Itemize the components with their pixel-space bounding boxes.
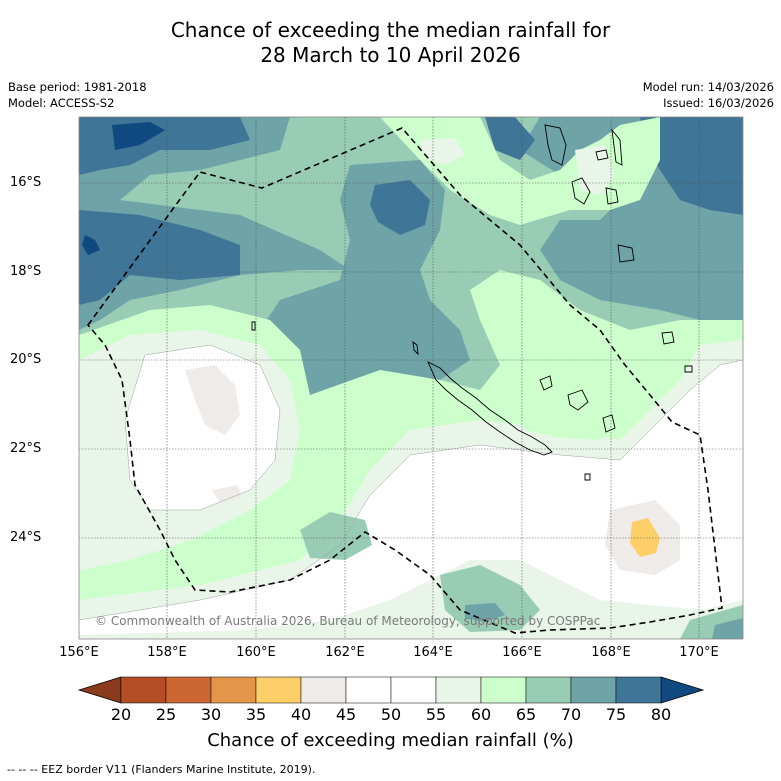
field-45-55-west [125, 345, 280, 510]
model-run: Model run: 14/03/2026 [642, 80, 774, 94]
colorbar-swatch-40 [300, 676, 347, 704]
colorbar-swatch-45 [345, 676, 392, 704]
graticule [79, 117, 743, 639]
lon-label-160e: 160°E [236, 645, 276, 660]
new-caledonia-coast [427, 361, 553, 456]
coastlines [251, 124, 693, 481]
eez-legend-note: -- -- -- EEZ border V11 (Flanders Marine… [7, 763, 316, 776]
loyalty-island-3 [602, 414, 616, 433]
colorbar-tick-60: 60 [470, 705, 492, 724]
base-period: Base period: 1981-2018 [8, 80, 147, 94]
colorbar-swatch-60 [480, 676, 527, 704]
field-over-80-w [82, 235, 100, 255]
small-island-west [251, 321, 256, 331]
vanuatu-tanna [595, 149, 609, 161]
field-40-45-west-small [212, 485, 242, 503]
colorbar-label: Chance of exceeding median rainfall (%) [207, 730, 574, 751]
walpole-island [584, 473, 591, 481]
colorbar-tick-25: 25 [155, 705, 177, 724]
hunter-island [684, 365, 693, 373]
colorbar-swatch-20 [120, 676, 167, 704]
colorbar-tick-40: 40 [290, 705, 312, 724]
title-line-2: 28 March to 10 April 2026 [260, 43, 521, 67]
vanuatu-efate [605, 187, 619, 205]
colorbar-tick-65: 65 [515, 705, 537, 724]
field-45-55-south [79, 360, 743, 635]
loyalty-island-2 [567, 389, 589, 411]
colorbar-over-triangle [660, 676, 705, 704]
vanuatu-erromango [617, 244, 635, 263]
colorbar-tick-70: 70 [560, 705, 582, 724]
lat-label-24s: 24°S [10, 530, 42, 545]
colorbar-tick-50: 50 [380, 705, 402, 724]
colorbar-tick-30: 30 [200, 705, 222, 724]
field-over-80-nw [112, 122, 165, 150]
lat-label-20s: 20°S [10, 352, 42, 367]
colorbar-swatch-55 [435, 676, 482, 704]
lon-label-158e: 158°E [147, 645, 187, 660]
vanuatu-espiritu-santo [544, 124, 567, 166]
colorbar-swatch-30 [210, 676, 257, 704]
model-name: Model: ACCESS-S2 [8, 96, 115, 110]
field-75-80-ne [485, 117, 535, 160]
colorbar-tick-45: 45 [335, 705, 357, 724]
colorbar [77, 676, 705, 704]
lat-label-22s: 22°S [10, 441, 42, 456]
field-65-70-south-1 [300, 512, 372, 560]
vanuatu-pentecost [611, 128, 623, 166]
lon-label-170e: 170°E [679, 645, 719, 660]
colorbar-swatch-35 [255, 676, 302, 704]
lon-label-162e: 162°E [325, 645, 365, 660]
colorbar-tick-20: 20 [110, 705, 132, 724]
field-40-45-west [185, 365, 240, 435]
colorbar-tick-80: 80 [650, 705, 672, 724]
field-60-65-mid-east [520, 400, 620, 440]
lon-label-166e: 166°E [502, 645, 542, 660]
meta-left: Base period: 1981-2018 Model: ACCESS-S2 [8, 79, 147, 111]
meta-right: Model run: 14/03/2026 Issued: 16/03/2026 [643, 79, 774, 111]
copyright-notice: © Commonwealth of Australia 2026, Bureau… [95, 614, 601, 628]
eez-border [86, 127, 723, 634]
vanuatu-malekula [571, 177, 591, 205]
field-70-75-west [79, 117, 350, 330]
field-55-60-ne [420, 138, 465, 165]
map-frame [78, 116, 744, 640]
colorbar-swatch-65 [525, 676, 572, 704]
field-75-80-east [640, 117, 743, 215]
colorbar-under-triangle [77, 676, 122, 704]
matthew-island [661, 331, 675, 345]
map-title: Chance of exceeding the median rainfall … [0, 18, 781, 68]
field-35-40-east [630, 518, 660, 557]
field-75-80-center [370, 180, 430, 235]
probability-field [79, 117, 743, 639]
belep-islets [412, 341, 419, 356]
title-line-1: Chance of exceeding the median rainfall … [170, 18, 611, 42]
colorbar-tick-35: 35 [245, 705, 267, 724]
colorbar-swatch-70 [570, 676, 617, 704]
field-70-75-south [465, 603, 505, 622]
colorbar-swatch-50 [390, 676, 437, 704]
colorbar-tick-55: 55 [425, 705, 447, 724]
lon-label-168e: 168°E [591, 645, 631, 660]
loyalty-island-1 [539, 375, 553, 391]
lon-label-164e: 164°E [413, 645, 453, 660]
lat-label-18s: 18°S [10, 264, 42, 279]
field-70-75-se [712, 618, 743, 639]
lon-label-156e: 156°E [59, 645, 99, 660]
colorbar-swatch-75 [615, 676, 662, 704]
lat-label-16s: 16°S [10, 175, 42, 190]
contour-line-west [124, 344, 281, 511]
issued-date: Issued: 16/03/2026 [663, 96, 774, 110]
colorbar-swatch-25 [165, 676, 212, 704]
colorbar-tick-75: 75 [605, 705, 627, 724]
